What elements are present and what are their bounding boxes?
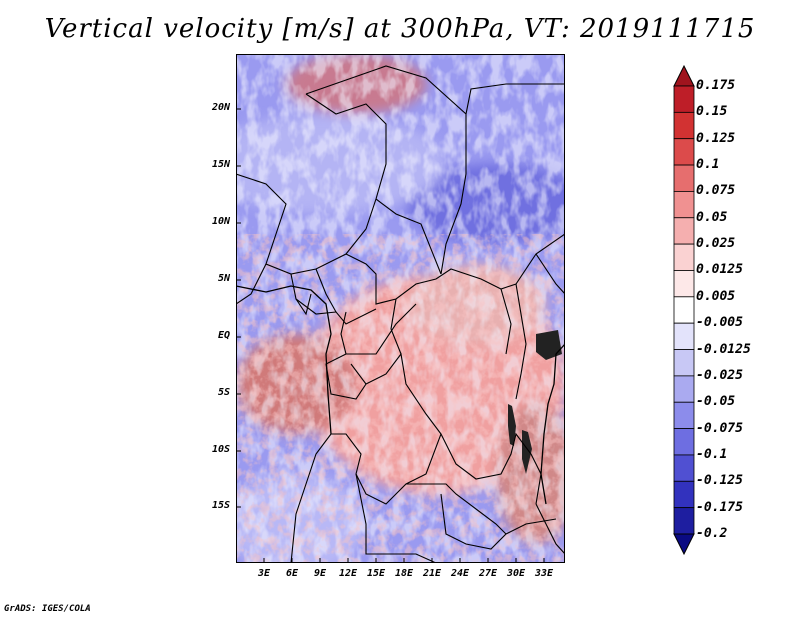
colorbar-tick-label: 0.175 [696, 78, 736, 93]
map-frame [236, 54, 565, 563]
lon-tick-label: 18E [394, 568, 414, 579]
colorbar-tick-label: -0.125 [696, 473, 743, 489]
colorbar-bin [673, 243, 695, 271]
colorbar-bin [673, 138, 695, 166]
lat-tick-label: 15S [211, 500, 230, 511]
lat-tick-label: 20N [211, 102, 230, 113]
colorbar-bin [673, 111, 695, 140]
lon-tick-label: 30E [506, 568, 526, 579]
lon-tick-label: 24E [450, 568, 470, 579]
colorbar-bin [673, 85, 695, 113]
country-borders [236, 54, 565, 563]
colorbar-bin [673, 428, 695, 456]
colorbar-bin [673, 296, 695, 324]
colorbar-tick-label: -0.2 [696, 526, 728, 541]
colorbar-bin [673, 270, 695, 298]
lakes [508, 330, 562, 474]
colorbar-bin [673, 533, 695, 556]
lat-tick-label: EQ [217, 330, 230, 341]
colorbar-bin [673, 507, 695, 535]
colorbar-tick-label: 0.075 [696, 183, 736, 199]
colorbar-tick-label: 0.025 [696, 236, 736, 252]
colorbar-tick-label: -0.025 [696, 367, 743, 383]
colorbar-tick-label: 0.125 [696, 130, 736, 146]
lat-tick-label: 5N [217, 273, 230, 284]
lon-tick-label: 15E [366, 568, 386, 579]
colorbar-bin [673, 375, 695, 403]
lon-tick-label: 6E [285, 568, 299, 579]
lat-tick-label: 15N [211, 159, 230, 170]
lat-tick-label: 10S [211, 444, 230, 455]
lon-tick-label: 27E [478, 568, 498, 579]
lat-tick-label: 10N [211, 216, 230, 227]
colorbar-tick-label: -0.05 [696, 394, 736, 410]
lon-tick-label: 33E [534, 568, 554, 579]
lat-tick-label: 5S [217, 387, 230, 398]
colorbar-tick-label: 0.0125 [696, 262, 743, 278]
colorbar-tick-label: -0.075 [696, 420, 743, 436]
colorbar-bin [673, 401, 695, 429]
colorbar-tick-label: 0.15 [696, 104, 728, 120]
colorbar-tick-label: -0.175 [696, 499, 743, 515]
colorbar-bin [673, 64, 695, 87]
colorbar [672, 60, 696, 560]
colorbar-bin [673, 349, 695, 377]
colorbar-tick-label: 0.05 [696, 209, 728, 225]
colorbar-tick-label: -0.1 [696, 446, 728, 462]
colorbar-bin [673, 217, 695, 245]
colorbar-tick-label: -0.0125 [696, 341, 751, 357]
map-border [236, 54, 565, 563]
colorbar-bin [673, 164, 695, 192]
lon-tick-label: 9E [313, 568, 327, 579]
lon-tick-label: 21E [422, 568, 442, 579]
colorbar-bin [673, 191, 695, 219]
colorbar-bin [673, 322, 695, 350]
credit-text: GrADS: IGES/COLA [4, 604, 91, 614]
colorbar-tick-label: 0.005 [696, 288, 736, 304]
colorbar-bin [673, 454, 695, 482]
coastline [236, 285, 565, 505]
chart-title: Vertical velocity [m/s] at 300hPa, VT: 2… [44, 14, 756, 44]
colorbar-bin [673, 480, 695, 509]
lon-tick-label: 12E [338, 568, 358, 579]
colorbar-tick-label: -0.005 [696, 315, 743, 331]
lon-tick-label: 3E [257, 568, 271, 579]
colorbar-tick-label: 0.1 [696, 157, 720, 173]
